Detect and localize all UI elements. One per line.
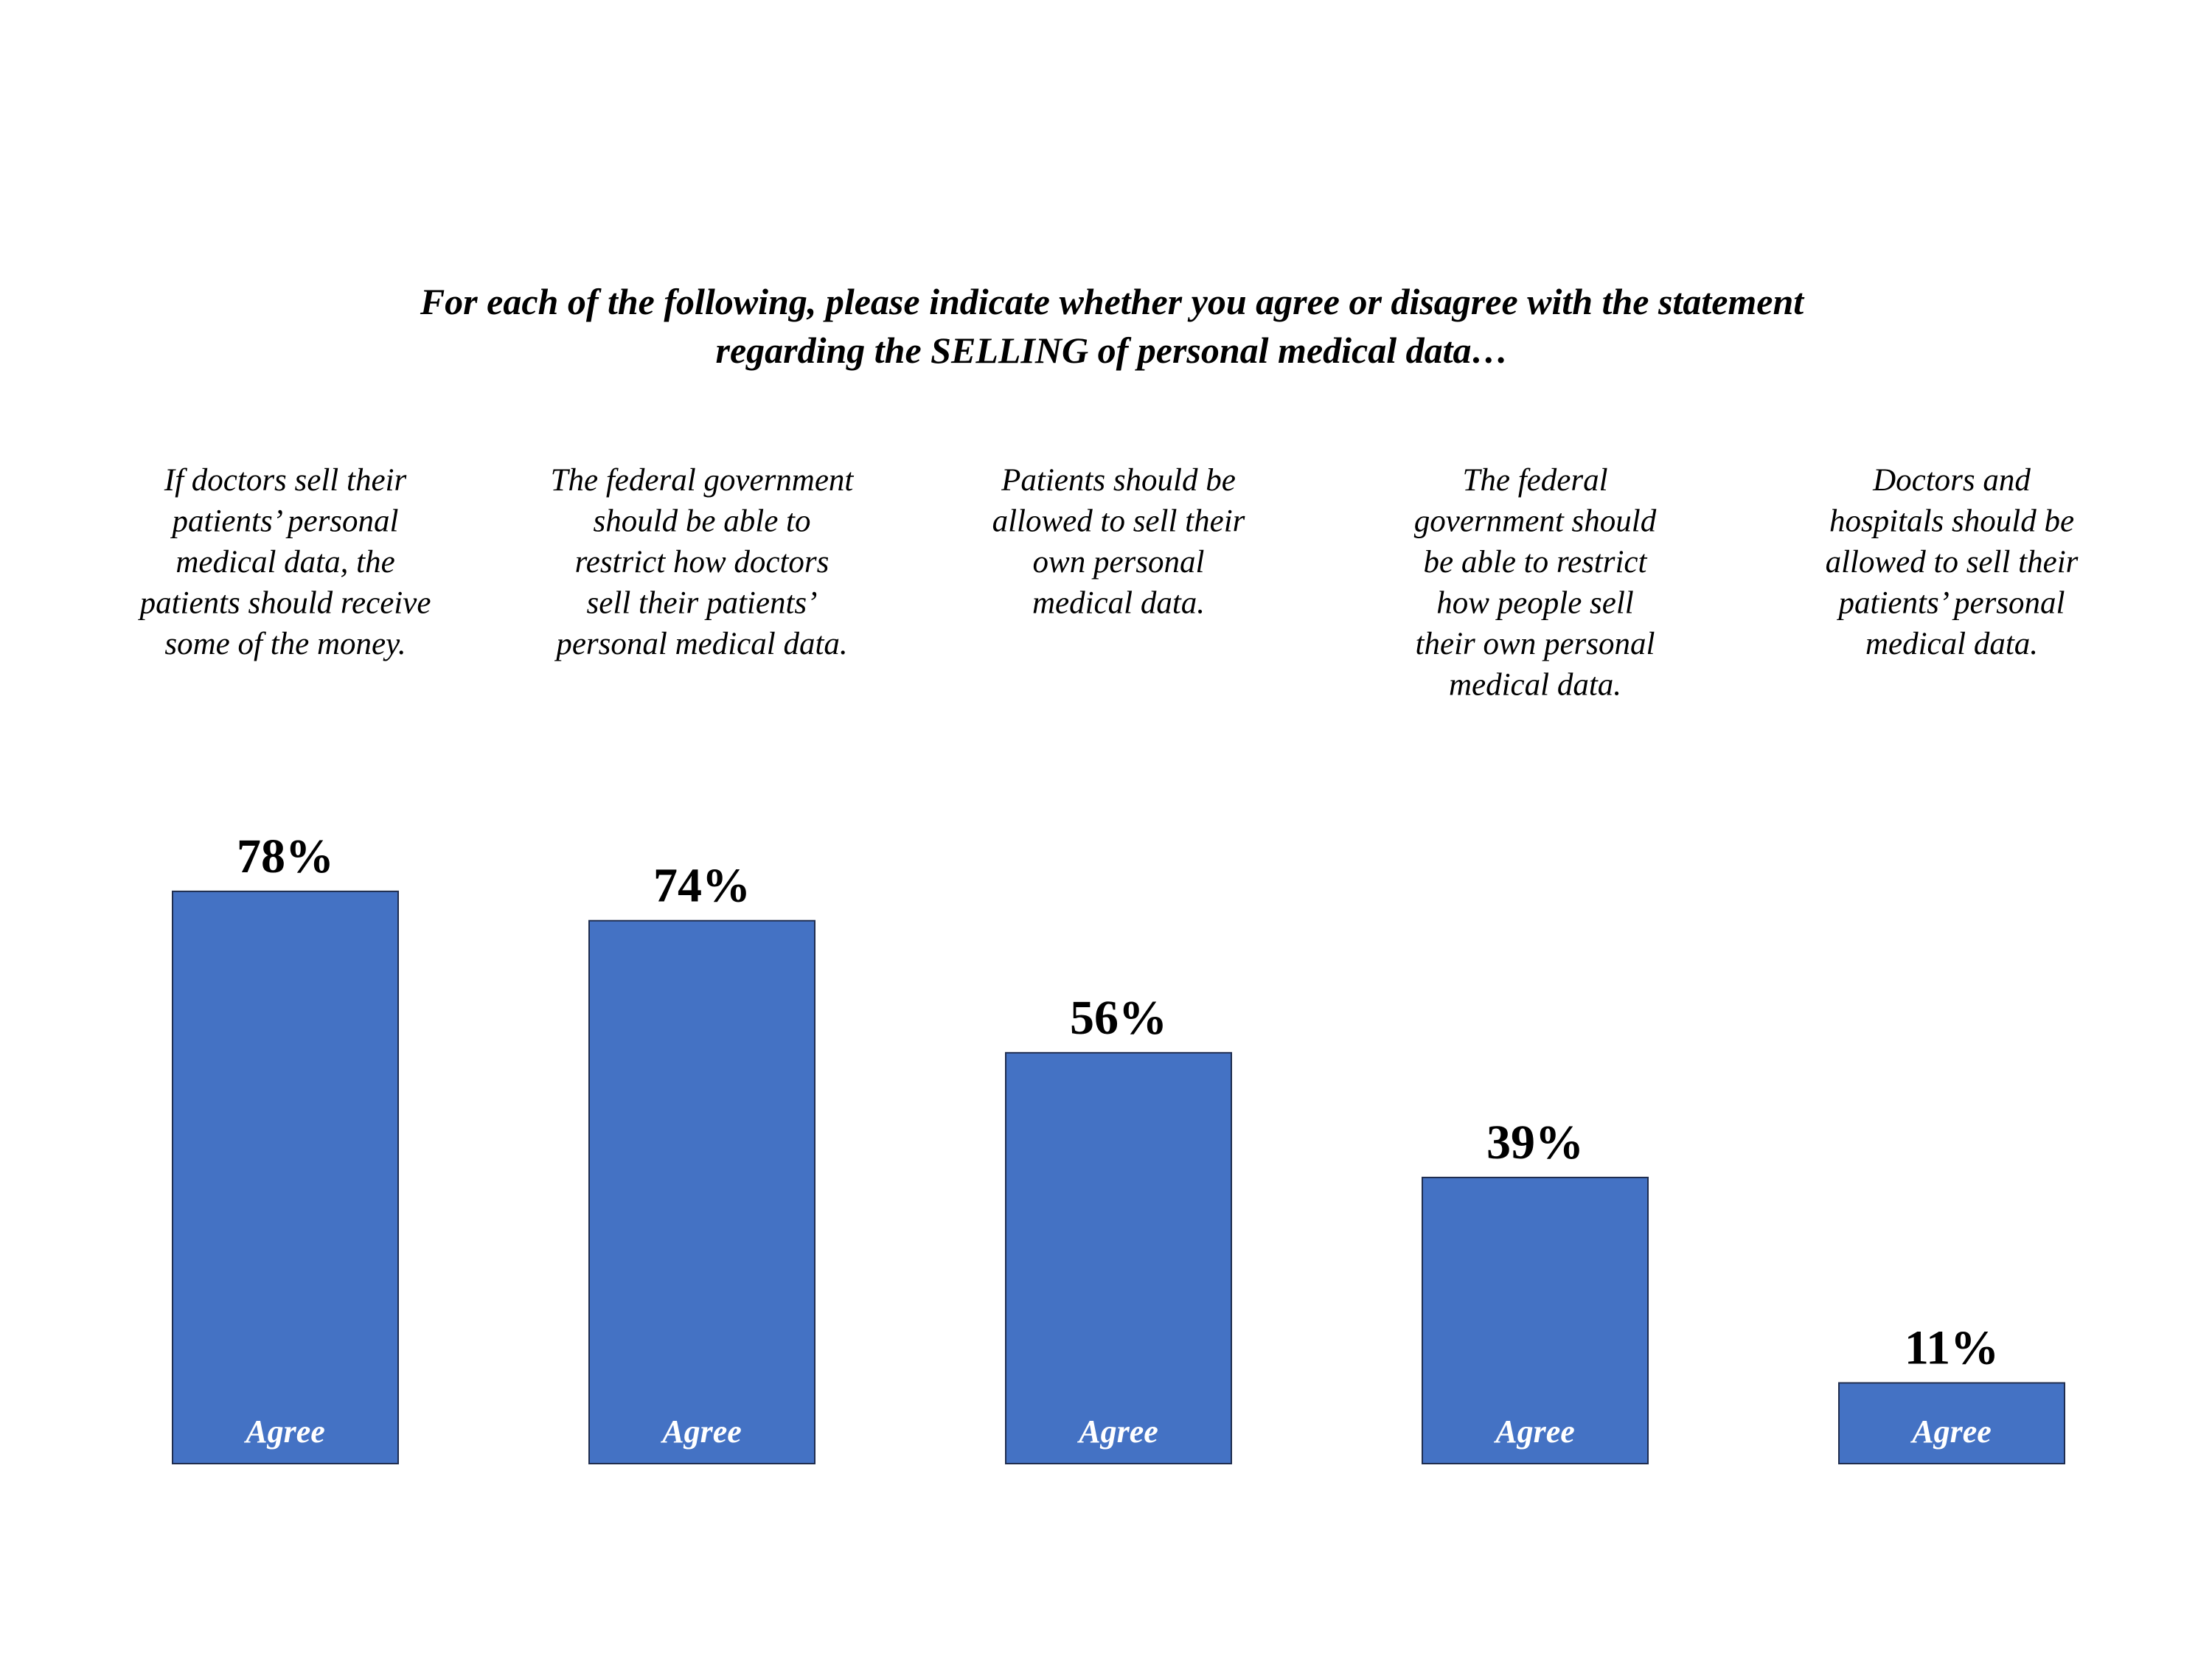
- bar-label-agree-1: Agree: [243, 1413, 325, 1450]
- category-label-line: some of the money.: [164, 627, 406, 661]
- value-label-5: 11%: [1905, 1321, 1999, 1375]
- category-label-line: The federal: [1462, 463, 1607, 498]
- category-label-line: own personal: [1033, 545, 1205, 580]
- category-label-4: The federal government should be able to r…: [1414, 463, 1657, 703]
- category-label-line: should be able to: [594, 504, 811, 539]
- category-label-line: hospitals should be: [1829, 504, 2074, 539]
- chart-title-line-2: regarding the SELLING of personal medica…: [715, 330, 1508, 371]
- category-label-line: personal medical data.: [554, 627, 847, 661]
- category-label-line: medical data, the: [175, 545, 394, 580]
- category-label-line: medical data.: [1032, 586, 1205, 621]
- bar-label-agree-3: Agree: [1077, 1413, 1158, 1450]
- category-label-line: The federal government: [551, 463, 855, 498]
- chart-title-line-1: For each of the following, please indica…: [420, 281, 1805, 322]
- category-label-line: medical data.: [1865, 627, 2038, 661]
- bar-3: [1005, 1051, 1232, 1465]
- value-labels: 78% 74% 56% 39% 11%: [237, 830, 1999, 1375]
- category-label-line: patients’ personal: [1837, 586, 2065, 621]
- category-labels: If doctors sell their patients’ personal m…: [138, 463, 2079, 703]
- value-label-3: 56%: [1070, 991, 1167, 1045]
- category-label-line: how people sell: [1436, 586, 1634, 621]
- value-label-4: 39%: [1486, 1116, 1584, 1169]
- bar-1: [172, 890, 399, 1464]
- category-label-line: Doctors and: [1872, 463, 2031, 498]
- category-label-line: allowed to sell their: [992, 504, 1245, 539]
- category-label-5: Doctors and hospitals should be allowed to…: [1826, 463, 2079, 661]
- category-label-line: government should: [1414, 504, 1657, 539]
- category-label-line: patients’ personal: [170, 504, 399, 539]
- category-label-line: If doctors sell their: [164, 463, 407, 498]
- bar-label-agree-5: Agree: [1910, 1413, 1992, 1450]
- value-label-1: 78%: [237, 830, 334, 883]
- category-label-line: sell their patients’: [587, 586, 818, 621]
- category-label-2: The federal government should be able to r…: [551, 463, 855, 661]
- bar-label-agree-4: Agree: [1493, 1413, 1575, 1450]
- category-label-line: Patients should be: [1001, 463, 1236, 498]
- category-label-line: allowed to sell their: [1826, 545, 2079, 580]
- bar-inner-labels: Agree Agree Agree Agree Agree: [243, 1413, 1992, 1450]
- bar-label-agree-2: Agree: [660, 1413, 742, 1450]
- category-label-line: restrict how doctors: [575, 545, 830, 580]
- category-label-line: their own personal: [1416, 627, 1655, 661]
- value-label-2: 74%: [653, 859, 751, 913]
- bar-4: [1422, 1176, 1649, 1464]
- bar-2: [588, 919, 815, 1464]
- chart-title: For each of the following, please indica…: [420, 281, 1805, 371]
- category-label-1: If doctors sell their patients’ personal m…: [138, 463, 431, 661]
- category-label-line: be able to restrict: [1424, 545, 1648, 580]
- bars: [172, 890, 2065, 1465]
- category-label-line: patients should receive: [138, 586, 431, 621]
- category-label-line: medical data.: [1449, 668, 1621, 703]
- bar-5: [1838, 1382, 2065, 1465]
- category-label-3: Patients should be allowed to sell their o…: [992, 463, 1245, 621]
